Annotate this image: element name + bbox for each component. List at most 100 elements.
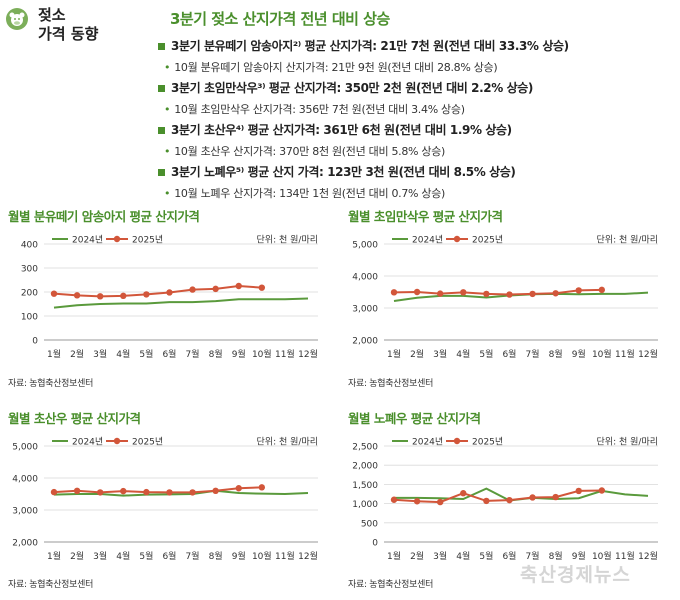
chart-title-first-calver: 월별 초산우 평균 산지가격 [8,411,141,426]
data-point [529,494,536,501]
data-point [506,291,513,298]
data-point [390,289,398,296]
data-point [575,287,582,294]
data-point [143,291,150,298]
x-tick-label: 9월 [572,348,586,360]
summary-sub: • 10월 초임만삭우 산지가격: 356만 7천 원(전년 대비 3.4% 상승… [152,99,680,120]
bullet-dot-icon: • [164,61,171,74]
data-point [143,488,150,496]
x-tick-label: 4월 [456,550,470,562]
x-tick-label: 10월 [252,550,272,562]
y-tick-label: 2,000 [352,337,378,347]
unit-label: 단위: 천 원/마리 [257,235,318,246]
watermark: 축산경제뉴스 [520,564,631,586]
x-tick-label: 7월 [526,348,540,360]
x-tick-label: 11월 [275,550,295,562]
section-title: 젖소 가격 동향 [38,6,98,44]
chart-source: 자료: 농협축산정보센터 [348,580,434,590]
data-point [483,497,490,505]
legend-marker-2025 [453,235,461,243]
y-tick-label: 500 [361,519,378,529]
x-tick-label: 3월 [433,550,447,562]
series-line-2025 [393,288,602,296]
x-tick-label: 8월 [549,550,563,562]
series-line-2025 [53,284,262,298]
chart-title-pregnant-heifer: 월별 초임만삭우 평균 산지가격 [348,209,503,224]
chart-source: 자료: 농협축산정보센터 [8,580,94,590]
data-point [506,496,513,504]
data-point [390,496,398,503]
x-tick-label: 5월 [139,550,153,562]
x-tick-label: 12월 [298,550,318,562]
series-line-2025 [53,486,262,494]
data-point [120,292,127,300]
x-tick-label: 9월 [232,550,246,562]
legend-label-2025: 2025년 [132,235,163,246]
x-tick-label: 1월 [47,550,61,562]
bullet-dot-icon: • [164,145,171,158]
data-point [166,489,173,496]
chart-title-cull-cow: 월별 노폐우 평균 산지가격 [348,411,481,426]
y-tick-label: 2,500 [352,443,378,453]
data-point [552,290,559,297]
x-tick-label: 6월 [162,348,176,360]
legend-label-2025: 2025년 [472,235,503,246]
legend-label-2024: 2024년 [412,437,443,448]
x-tick-label: 8월 [209,348,223,360]
chart-first-calver: 2,000 3,000 4,000 5,000 1월 2월 3월 4월 5월 6월 7월 8월 9월 10… [12,437,318,562]
chart-pregnant-heifer: 2,000 3,000 4,000 5,000 1월 2월 3월 4월 5월 6월 7월 8월 9월 10… [352,235,658,360]
data-point [575,487,582,495]
summary-sub: • 10월 노폐우 산지가격: 134만 1천 원(전년 대비 0.7% 상승) [152,183,680,204]
y-tick-label: 4,000 [352,273,378,283]
x-tick-label: 2월 [70,348,84,360]
x-tick-label: 9월 [232,348,246,360]
summary-list: 3분기 분유떼기 암송아지²⁾ 평균 산지가격: 21만 7천 원(전년 대비 … [152,36,680,204]
summary-main-text: 3분기 노폐우⁵⁾ 평균 산지 가격: 123만 3천 원(전년 대비 8.5%… [171,165,516,179]
legend-label-2025: 2025년 [132,437,163,448]
data-point [460,490,467,497]
chart-source: 자료: 농협축산정보센터 [8,379,94,389]
x-tick-label: 4월 [456,348,470,360]
unit-label: 단위: 천 원/마리 [597,437,658,448]
y-tick-label: 4,000 [12,475,38,485]
chart-title-calf: 월별 분유떼기 암송아지 평균 산지가격 [8,209,200,224]
summary-main-text: 3분기 분유떼기 암송아지²⁾ 평균 산지가격: 21만 7천 원(전년 대비 … [171,39,569,53]
x-tick-label: 6월 [502,550,516,562]
y-tick-label: 2,000 [12,539,38,549]
data-point [235,485,242,492]
data-point [436,498,444,506]
x-tick-label: 9월 [572,550,586,562]
x-tick-label: 7월 [186,550,200,562]
bullet-dot-icon: • [164,103,171,116]
summary-sub-text: 10월 분유떼기 암송아지 산지가격: 21만 9천 원(전년 대비 28.8%… [174,61,498,74]
unit-label: 단위: 천 원/마리 [597,235,658,246]
x-tick-label: 4월 [116,550,130,562]
summary-sub: • 10월 초산우 산지가격: 370만 8천 원(전년 대비 5.8% 상승) [152,141,680,162]
chart-source: 자료: 농협축산정보센터 [348,379,434,389]
data-point [120,487,127,495]
summary-main: 3분기 분유떼기 암송아지²⁾ 평균 산지가격: 21만 7천 원(전년 대비 … [152,36,680,57]
bullet-square-icon [158,84,165,92]
legend-label-2024: 2024년 [412,235,443,246]
summary-main: 3분기 초임만삭우³⁾ 평균 산지가격: 350만 2천 원(전년 대비 2.2… [152,78,680,99]
data-point [529,290,536,298]
data-point [235,282,242,290]
data-point [552,493,559,501]
series-line-2024 [53,297,309,309]
section-title-line2: 가격 동향 [38,25,99,43]
x-tick-label: 3월 [93,348,107,360]
x-tick-label: 5월 [479,550,493,562]
y-tick-label: 3,000 [352,305,378,315]
summary-main: 3분기 노폐우⁵⁾ 평균 산지 가격: 123만 3천 원(전년 대비 8.5%… [152,162,680,183]
y-tick-label: 5,000 [352,241,378,251]
legend-marker-2025 [113,235,121,243]
data-point [96,489,104,496]
data-point [413,288,421,296]
summary-sub-text: 10월 초임만삭우 산지가격: 356만 7천 원(전년 대비 3.4% 상승) [174,103,465,116]
summary-main-text: 3분기 초산우⁴⁾ 평균 산지가격: 361만 6천 원(전년 대비 1.9% … [171,123,512,137]
y-tick-label: 200 [21,289,38,299]
series-line-2025 [393,489,602,504]
headline: 3분기 젖소 산지가격 전년 대비 상승 [170,10,390,28]
x-tick-label: 8월 [209,550,223,562]
y-tick-label: 400 [21,241,38,251]
